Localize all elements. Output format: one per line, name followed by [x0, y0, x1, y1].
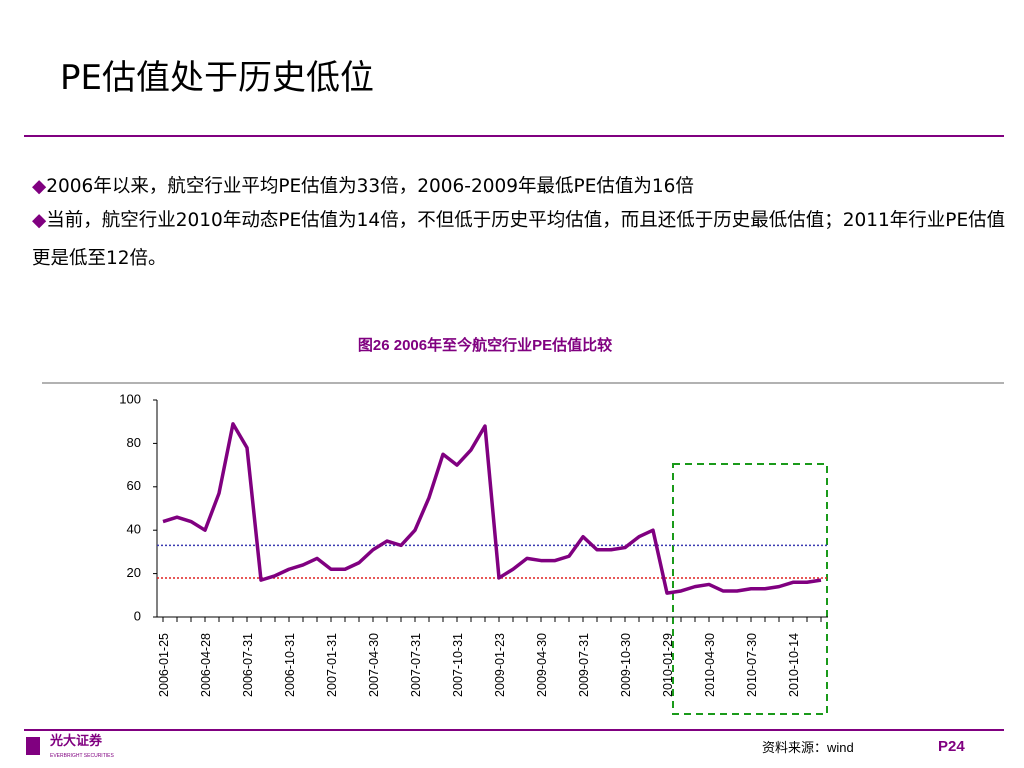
slide-title: PE估值处于历史低位	[60, 58, 374, 98]
y-tick-label: 60	[127, 478, 141, 493]
logo: 光大证券	[49, 733, 103, 748]
x-tick-label: 2007-10-31	[451, 633, 465, 697]
bullets: ◆2006年以来，航空行业平均PE估值为33倍，2006-2009年最低PE估值…	[32, 168, 1022, 278]
title-rule	[24, 135, 1004, 137]
y-tick-label: 100	[119, 391, 141, 406]
bullet-text: 当前，航空行业2010年动态PE估值为14倍，不但低于历史平均估值，而且还低于历…	[32, 210, 1006, 269]
x-tick-label: 2009-04-30	[535, 633, 549, 697]
bullet: ◆当前，航空行业2010年动态PE估值为14倍，不但低于历史平均估值，而且还低于…	[32, 210, 1006, 269]
x-tick-label: 2009-10-30	[619, 633, 633, 697]
x-tick-label: 2010-07-30	[745, 633, 759, 697]
bullet-text: 2006年以来，航空行业平均PE估值为33倍，2006-2009年最低PE估值为…	[46, 176, 694, 197]
bullet: ◆2006年以来，航空行业平均PE估值为33倍，2006-2009年最低PE估值…	[32, 176, 694, 197]
source: 资料来源：wind	[762, 740, 854, 755]
page-number: P24	[938, 738, 965, 755]
y-tick-label: 20	[127, 565, 141, 580]
chart-title: 图26 2006年至今航空行业PE估值比较	[358, 336, 612, 354]
x-tick-label: 2010-01-29	[661, 633, 675, 697]
x-tick-label: 2007-01-31	[325, 633, 339, 697]
x-tick-label: 2007-07-31	[409, 633, 423, 697]
y-tick-label: 80	[127, 435, 141, 450]
x-tick-label: 2010-10-14	[787, 633, 801, 697]
highlight-box	[672, 463, 828, 715]
series-line	[162, 422, 822, 595]
x-tick-label: 2009-07-31	[577, 633, 591, 697]
x-tick-label: 2006-07-31	[241, 633, 255, 697]
x-tick-label: 2006-10-31	[283, 633, 297, 697]
x-tick-label: 2006-01-25	[157, 633, 171, 697]
logo-icon	[26, 737, 40, 755]
y-tick-label: 40	[127, 522, 141, 537]
x-tick-label: 2009-01-23	[493, 633, 507, 697]
logo-en: EVERBRIGHT SECURITIES	[50, 753, 114, 759]
x-tick-label: 2007-04-30	[367, 633, 381, 697]
x-tick-label: 2010-04-30	[703, 633, 717, 697]
x-tick-label: 2006-04-28	[199, 633, 213, 697]
y-tick-label: 0	[134, 608, 141, 623]
